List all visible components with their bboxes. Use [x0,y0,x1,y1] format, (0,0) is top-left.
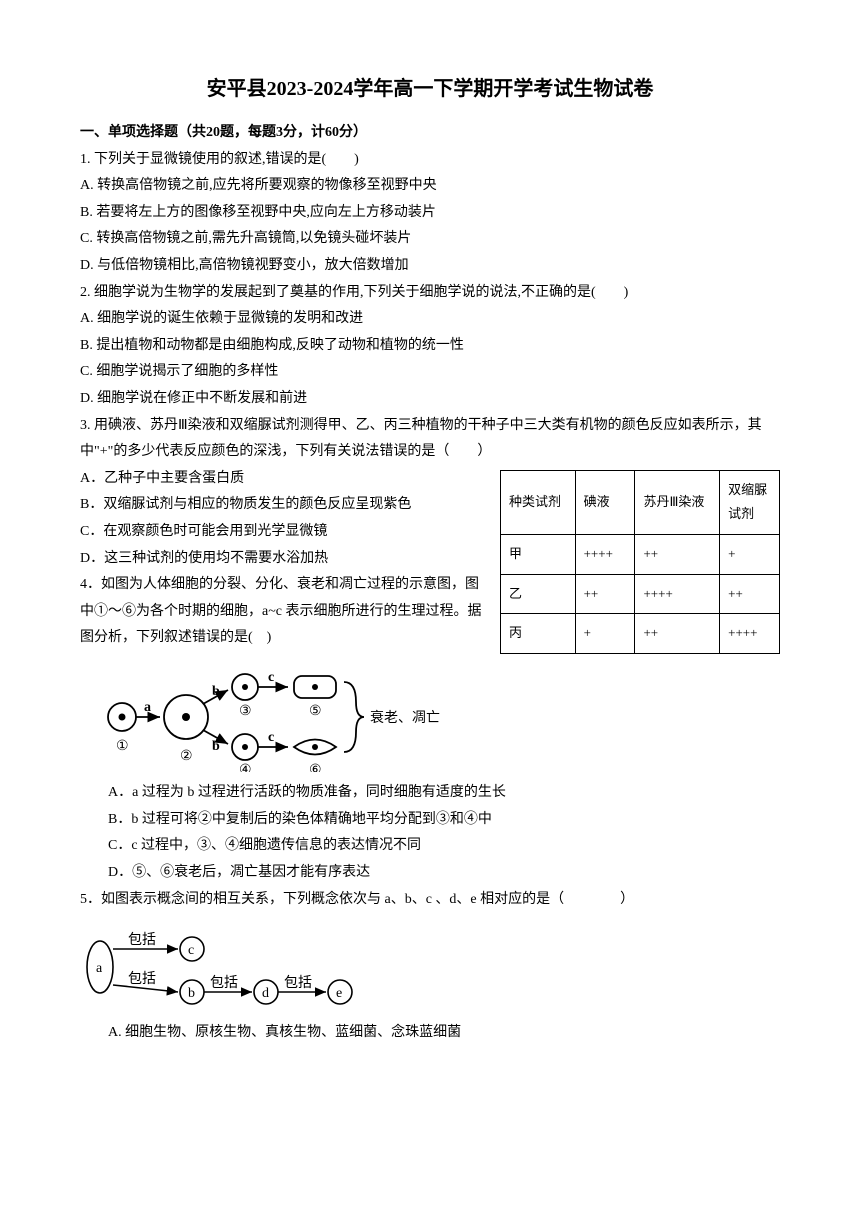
cell: ++ [575,574,635,614]
q3-option-a: A．乙种子中主要含蛋白质 [80,466,488,493]
svg-text:包括: 包括 [284,975,312,991]
q4-diagram: ① a ② b b ③ ④ c c ⑤ ⑥ 衰老、凋亡 [100,662,480,772]
svg-text:c: c [268,670,274,685]
q4-option-a: A．a 过程为 b 过程进行活跃的物质准备，同时细胞有适度的生长 [108,780,780,807]
svg-text:c: c [268,730,274,745]
q2-option-d: D. 细胞学说在修正中不断发展和前进 [80,386,780,413]
q4-stem: 4．如图为人体细胞的分裂、分化、衰老和凋亡过程的示意图，图中①～⑥为各个时期的细… [80,572,488,652]
q3-option-b: B．双缩脲试剂与相应的物质发生的颜色反应呈现紫色 [80,492,488,519]
svg-text:包括: 包括 [128,971,156,987]
svg-text:衰老、凋亡: 衰老、凋亡 [370,709,440,726]
page-title: 安平县2023-2024学年高一下学期开学考试生物试卷 [80,70,780,108]
svg-text:②: ② [180,749,193,764]
table-header-row: 种类试剂 碘液 苏丹Ⅲ染液 双缩脲试剂 [501,470,780,534]
cell: + [575,614,635,654]
q2-option-a: A. 细胞学说的诞生依赖于显微镜的发明和改进 [80,306,780,333]
svg-text:④: ④ [239,763,252,772]
svg-text:a: a [144,700,151,715]
q2-option-b: B. 提出植物和动物都是由细胞构成,反映了动物和植物的统一性 [80,333,780,360]
q2-option-c: C. 细胞学说揭示了细胞的多样性 [80,359,780,386]
q1-stem: 1. 下列关于显微镜使用的叙述,错误的是( ) [80,147,780,174]
th-type: 种类试剂 [501,470,576,534]
q5-diagram: a 包括 c 包括 b 包括 d 包括 e [80,919,380,1014]
table-row: 乙 ++ ++++ ++ [501,574,780,614]
svg-text:包括: 包括 [128,932,156,948]
svg-text:a: a [96,961,103,976]
q5-stem: 5．如图表示概念间的相互关系，下列概念依次与 a、b、c 、d、e 相对应的是（… [80,887,780,914]
cell: ++++ [635,574,720,614]
svg-text:e: e [336,986,342,1001]
q4-option-b: B．b 过程可将②中复制后的染色体精确地平均分配到③和④中 [108,807,780,834]
th-biuret: 双缩脲试剂 [720,470,780,534]
q5-options: A. 细胞生物、原核生物、真核生物、蓝细菌、念珠蓝细菌 [80,1020,780,1047]
svg-text:⑥: ⑥ [309,763,322,772]
cell: ++ [720,574,780,614]
cell: 甲 [501,535,576,575]
q3-option-d: D．这三种试剂的使用均不需要水浴加热 [80,546,488,573]
concept-relation-diagram-icon: a 包括 c 包括 b 包括 d 包括 e [80,919,380,1014]
svg-text:d: d [262,986,269,1001]
th-sudan: 苏丹Ⅲ染液 [635,470,720,534]
q3-stem: 3. 用碘液、苏丹Ⅲ染液和双缩脲试剂测得甲、乙、丙三种植物的干种子中三大类有机物… [80,413,780,466]
cell: 丙 [501,614,576,654]
cell: ++++ [720,614,780,654]
svg-text:⑤: ⑤ [309,704,322,719]
q1-option-c: C. 转换高倍物镜之前,需先升高镜筒,以免镜头碰坏装片 [80,226,780,253]
cell: ++ [635,614,720,654]
q3-layout-wrapper: A．乙种子中主要含蛋白质 B．双缩脲试剂与相应的物质发生的颜色反应呈现紫色 C．… [80,466,780,654]
q4-option-d: D．⑤、⑥衰老后，凋亡基因才能有序表达 [108,860,780,887]
svg-text:c: c [188,943,194,958]
th-iodine: 碘液 [575,470,635,534]
cell: 乙 [501,574,576,614]
q1-option-b: B. 若要将左上方的图像移至视野中央,应向左上方移动装片 [80,200,780,227]
table-row: 丙 + ++ ++++ [501,614,780,654]
cell: ++++ [575,535,635,575]
cell-division-diagram-icon: ① a ② b b ③ ④ c c ⑤ ⑥ 衰老、凋亡 [100,662,480,772]
table-row: 甲 ++++ ++ + [501,535,780,575]
svg-text:b: b [212,739,220,754]
q3-options-column: A．乙种子中主要含蛋白质 B．双缩脲试剂与相应的物质发生的颜色反应呈现紫色 C．… [80,466,488,652]
q3-reagent-table: 种类试剂 碘液 苏丹Ⅲ染液 双缩脲试剂 甲 ++++ ++ + 乙 ++ +++… [500,470,780,654]
q2-stem: 2. 细胞学说为生物学的发展起到了奠基的作用,下列关于细胞学说的说法,不正确的是… [80,280,780,307]
cell: ++ [635,535,720,575]
q3-option-c: C．在观察颜色时可能会用到光学显微镜 [80,519,488,546]
svg-text:b: b [212,684,220,699]
cell: + [720,535,780,575]
svg-text:b: b [188,986,195,1001]
svg-text:①: ① [116,739,129,754]
svg-text:③: ③ [239,704,252,719]
q4-option-c: C．c 过程中，③、④细胞遗传信息的表达情况不同 [108,833,780,860]
section-header: 一、单项选择题（共20题，每题3分，计60分） [80,120,780,147]
q1-option-a: A. 转换高倍物镜之前,应先将所要观察的物像移至视野中央 [80,173,780,200]
q1-option-d: D. 与低倍物镜相比,高倍物镜视野变小，放大倍数增加 [80,253,780,280]
q5-option-a: A. 细胞生物、原核生物、真核生物、蓝细菌、念珠蓝细菌 [108,1020,780,1047]
svg-text:包括: 包括 [210,975,238,991]
q4-options: A．a 过程为 b 过程进行活跃的物质准备，同时细胞有适度的生长 B．b 过程可… [80,780,780,886]
